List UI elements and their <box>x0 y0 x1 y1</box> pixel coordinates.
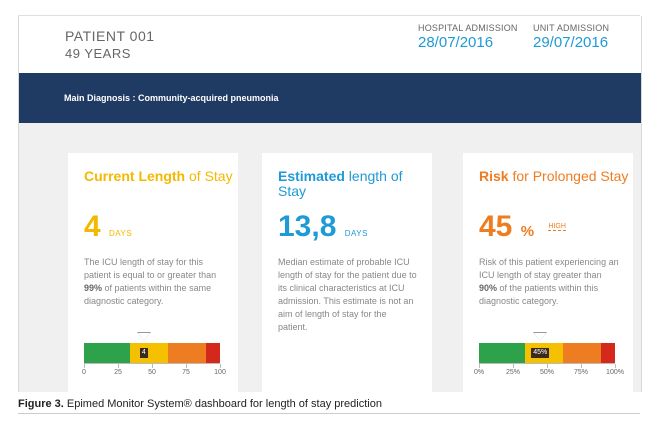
top-rule <box>18 15 640 16</box>
patient-header: PATIENT 001 49 YEARS HOSPITAL ADMISSION … <box>19 16 641 73</box>
card-title-strong: Risk <box>479 168 509 184</box>
risk-value: 45 % HIGH <box>479 211 566 248</box>
gauge-axis: 0 25 50 75 100 <box>82 363 226 378</box>
figure-caption: Figure 3. Epimed Monitor System® dashboa… <box>18 398 382 410</box>
value-unit: DAYS <box>344 229 368 238</box>
axis-tick <box>186 364 187 368</box>
card-title: Current Length of Stay <box>84 169 234 184</box>
estimated-length-value: 13,8 DAYS <box>278 211 368 250</box>
axis-tick <box>547 364 548 368</box>
value-number: 45 <box>479 210 513 243</box>
risk-gauge: 45% <box>479 332 615 363</box>
desc-highlight: 99% <box>84 283 103 293</box>
current-length-value: 4 DAYS <box>84 211 132 250</box>
gauge-axis: 0% 25% 50% 75% 100% <box>474 363 624 378</box>
card-title-rest: length of Stay <box>278 168 403 199</box>
gauge-segment <box>206 343 220 363</box>
axis-tick-label: 0% <box>473 369 485 376</box>
axis-tick-label: 50% <box>539 369 555 376</box>
gauge-segment <box>601 343 615 363</box>
desc-part-1: Risk of this patient experiencing an ICU… <box>479 257 619 280</box>
axis-tick-label: 25% <box>505 369 521 376</box>
hospital-admission-label: HOSPITAL ADMISSION <box>418 23 518 33</box>
axis-tick <box>152 364 153 368</box>
value-number: 13,8 <box>278 210 337 243</box>
desc-part-1: The ICU length of stay for this patient … <box>84 257 217 280</box>
gauge-segment <box>168 343 207 363</box>
desc-part-2: of the patients within this diagnostic c… <box>479 283 599 306</box>
diagnosis-banner: Main Diagnosis : Community-acquired pneu… <box>19 73 641 123</box>
unit-admission-date: 29/07/2016 <box>533 34 609 51</box>
hospital-admission: HOSPITAL ADMISSION 28/07/2016 <box>418 23 518 51</box>
gauge-segment <box>84 343 131 363</box>
card-description: Risk of this patient experiencing an ICU… <box>479 256 619 308</box>
axis-tick <box>118 364 119 368</box>
gauge-segment <box>130 343 169 363</box>
card-title-strong: Current Length <box>84 168 186 184</box>
hospital-admission-date: 28/07/2016 <box>418 34 494 51</box>
gauge-value-label: 4 <box>139 348 148 358</box>
value-number: 4 <box>84 210 101 243</box>
axis-tick <box>581 364 582 368</box>
desc-part-2: of patients within the same diagnostic c… <box>84 283 212 306</box>
gauge-marker <box>534 333 547 341</box>
value-unit: DAYS <box>109 229 133 238</box>
card-title: Risk for Prolonged Stay <box>479 169 629 184</box>
card-title: Estimated length of Stay <box>278 169 428 199</box>
gauge-value-label: 45% <box>531 348 550 358</box>
card-description: The ICU length of stay for this patient … <box>84 256 224 308</box>
risk-prolonged-card[interactable]: Risk for Prolonged Stay 45 % HIGH Risk o… <box>463 153 633 392</box>
patient-age: 49 YEARS <box>65 46 131 61</box>
caption-rule <box>18 413 640 414</box>
unit-admission-label: UNIT ADMISSION <box>533 23 610 33</box>
caption-text: Epimed Monitor System® dashboard for len… <box>63 398 382 410</box>
unit-admission: UNIT ADMISSION 29/07/2016 <box>533 23 609 51</box>
card-title-rest: for Prolonged Stay <box>508 168 629 184</box>
axis-tick-label: 75% <box>573 369 589 376</box>
axis-tick-label: 50 <box>148 369 156 376</box>
desc-highlight: 90% <box>479 283 498 293</box>
axis-tick <box>615 364 616 368</box>
axis-tick-label: 100 <box>214 369 226 376</box>
risk-level-badge: HIGH <box>548 223 566 231</box>
axis-tick-label: 75 <box>182 369 190 376</box>
estimated-length-card[interactable]: Estimated length of Stay 13,8 DAYS Media… <box>262 153 432 392</box>
axis-tick <box>479 364 480 368</box>
card-title-rest: of Stay <box>185 168 233 184</box>
card-description: Median estimate of probable ICU length o… <box>278 257 417 332</box>
main-diagnosis: Main Diagnosis : Community-acquired pneu… <box>64 93 279 103</box>
gauge-segment <box>479 343 526 363</box>
card-title-strong: Estimated <box>278 168 345 184</box>
axis-tick <box>84 364 85 368</box>
gauge-segment <box>563 343 602 363</box>
axis-tick-label: 25 <box>114 369 122 376</box>
percentile-gauge: 4 <box>84 332 220 363</box>
current-length-card[interactable]: Current Length of Stay 4 DAYS The ICU le… <box>68 153 238 392</box>
caption-label: Figure 3. <box>18 398 64 410</box>
dashboard: PATIENT 001 49 YEARS HOSPITAL ADMISSION … <box>18 16 642 392</box>
axis-tick <box>220 364 221 368</box>
axis-tick-label: 0 <box>82 369 86 376</box>
axis-tick <box>513 364 514 368</box>
gauge-marker <box>137 333 150 341</box>
patient-id: PATIENT 001 <box>65 28 155 44</box>
value-unit: % <box>520 223 535 240</box>
axis-tick-label: 100% <box>606 369 624 376</box>
